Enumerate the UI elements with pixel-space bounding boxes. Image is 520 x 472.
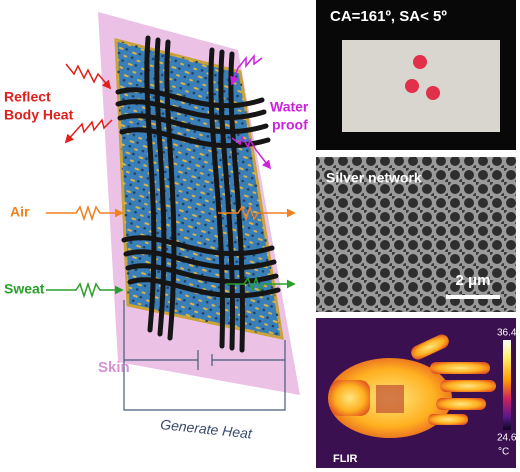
label-generate-heat: Generate Heat [160, 416, 254, 442]
label-waterproof: proof [272, 117, 308, 133]
sem-label: Silver network [326, 170, 422, 186]
thermal-unit: °C [498, 447, 509, 458]
circuit [123, 300, 286, 411]
arrows [46, 53, 296, 299]
scale-bar-label: 2 μm [455, 272, 490, 289]
label-skin: Skin [98, 359, 130, 376]
color-bar [503, 340, 511, 430]
label-air: Air [10, 204, 30, 220]
threads [115, 35, 281, 353]
droplet [405, 79, 419, 93]
camera-logo: FLIR [333, 453, 357, 465]
thermal-max: 36.4 [497, 328, 517, 339]
fabric-sample [342, 40, 500, 132]
label-sweat: Sweat [4, 281, 45, 297]
sem-panel [316, 157, 516, 312]
textile-patch [376, 385, 404, 413]
thermal-min: 24.6 [497, 433, 517, 444]
label-waterproof: Water [270, 99, 309, 115]
contact-angle: CA=161º, SA< 5º [330, 8, 447, 25]
droplet [413, 55, 427, 69]
label-reflect: Reflect [4, 89, 51, 105]
droplet [426, 86, 440, 100]
label-reflect: Body Heat [4, 107, 74, 123]
